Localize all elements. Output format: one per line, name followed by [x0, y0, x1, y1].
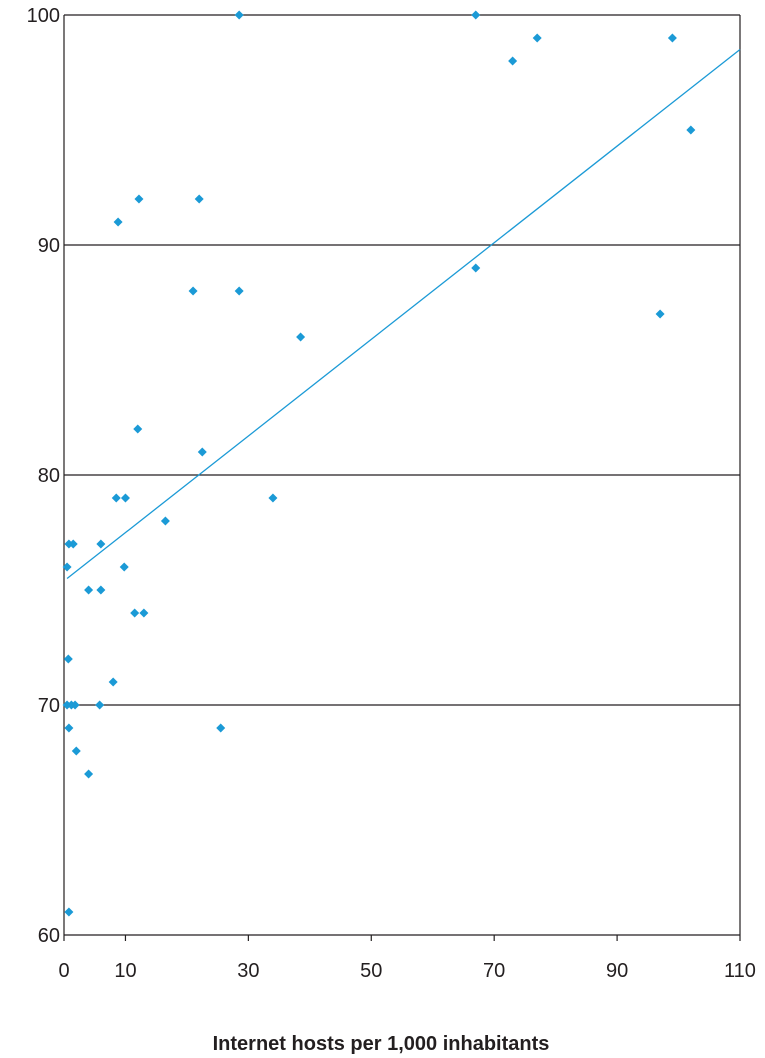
data-point [84, 585, 94, 595]
data-point [508, 56, 518, 66]
data-point [667, 33, 677, 43]
data-point [130, 608, 140, 618]
data-point [655, 309, 665, 319]
data-point [471, 263, 481, 273]
y-tick-label: 90 [38, 235, 60, 257]
data-point [197, 447, 207, 457]
y-tick-label: 70 [38, 695, 60, 717]
x-axis-title: Internet hosts per 1,000 inhabitants [213, 1033, 550, 1055]
x-tick-label: 0 [58, 960, 69, 982]
data-point [64, 723, 74, 733]
data-point [96, 539, 106, 549]
x-tick-label: 70 [483, 960, 505, 982]
data-point [160, 516, 170, 526]
data-point [188, 286, 198, 296]
data-point [194, 194, 204, 204]
data-point [111, 493, 121, 503]
trendline [66, 48, 741, 580]
data-point [63, 654, 73, 664]
data-point [113, 217, 123, 227]
data-point [234, 10, 244, 20]
data-point [120, 493, 130, 503]
x-tick-label: 10 [114, 960, 136, 982]
y-tick-label: 80 [38, 465, 60, 487]
data-point [268, 493, 278, 503]
data-points [62, 10, 696, 917]
data-point [686, 125, 696, 135]
data-point [134, 194, 144, 204]
x-tick-labels: 0 10 30 50 70 90 110 [58, 960, 756, 982]
trendline-group [66, 48, 741, 580]
data-point [84, 769, 94, 779]
y-tick-labels: 60 70 80 90 100 [27, 5, 60, 947]
data-point [471, 10, 481, 20]
y-tick-label: 100 [27, 5, 60, 27]
grid-lines [64, 14, 740, 706]
x-tick-label: 30 [237, 960, 259, 982]
data-point [71, 746, 81, 756]
x-tick-label: 110 [724, 960, 756, 982]
data-point [532, 33, 542, 43]
x-tick-label: 50 [360, 960, 382, 982]
x-tick-label: 90 [606, 960, 628, 982]
data-point [296, 332, 306, 342]
data-point [62, 562, 72, 572]
data-point [70, 700, 80, 710]
data-point [96, 585, 106, 595]
data-point [234, 286, 244, 296]
data-point [64, 907, 74, 917]
data-point [68, 539, 78, 549]
y-tick-label: 60 [38, 925, 60, 947]
data-point [139, 608, 149, 618]
data-point [119, 562, 129, 572]
data-point [216, 723, 226, 733]
data-point [133, 424, 143, 434]
data-point [108, 677, 118, 687]
data-point [95, 700, 105, 710]
axes [63, 15, 741, 941]
